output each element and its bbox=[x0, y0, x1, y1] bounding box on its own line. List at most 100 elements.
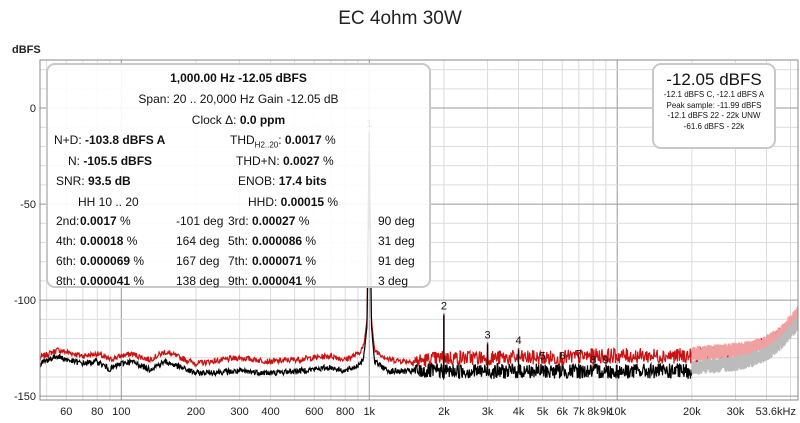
harmonic-value: 0.000086 % bbox=[252, 234, 316, 248]
harmonic-marker-label: 5 bbox=[540, 351, 546, 363]
x-tick-label: 5k bbox=[537, 406, 549, 418]
harmonic-label: 9th: bbox=[228, 274, 249, 288]
harmonic-value-text: 0.000086 bbox=[252, 234, 303, 248]
x-tick-label: 8k bbox=[587, 406, 599, 418]
x-tick-label: 800 bbox=[336, 406, 354, 418]
noise-readout: N: -105.5 dBFS bbox=[68, 154, 153, 168]
enob-readout: ENOB: 17.4 bits bbox=[238, 174, 327, 188]
harmonic-label: 8th: bbox=[56, 274, 77, 288]
hh-range-label: HH 10 .. 20 bbox=[78, 195, 139, 209]
nd-readout: N+D: -103.8 dBFS A bbox=[54, 133, 166, 147]
harmonic-unit: % bbox=[302, 234, 317, 248]
harmonic-value: 0.0017 % bbox=[80, 214, 131, 228]
harmonic-phase: 91 deg bbox=[378, 254, 415, 268]
harmonic-value: 0.000069 % bbox=[80, 254, 144, 268]
series-line bbox=[691, 306, 799, 362]
harmonic-marker-label: 8 bbox=[590, 354, 596, 366]
x-tick-label: 2k bbox=[438, 406, 450, 418]
harmonic-value-text: 0.000041 bbox=[80, 274, 131, 288]
thd-readout: THDH2..20: 0.0017 % bbox=[230, 133, 336, 150]
series-line bbox=[39, 136, 799, 370]
harmonic-value-text: 0.0017 bbox=[80, 214, 117, 228]
harmonic-value-text: 0.000071 bbox=[252, 254, 303, 268]
x-tick-label: 300 bbox=[230, 406, 248, 418]
y-tick-label: 0 bbox=[30, 103, 36, 115]
y-tick-label: -50 bbox=[20, 199, 36, 211]
thdn-readout: THD+N: 0.0027 % bbox=[236, 154, 334, 168]
peak-detail-4: -61.6 dBFS - 22k bbox=[683, 121, 745, 131]
harmonic-phase: 164 deg bbox=[176, 234, 220, 248]
harmonic-marker-label: 2 bbox=[441, 301, 447, 313]
harmonic-marker-label: 4 bbox=[515, 335, 521, 347]
harmonic-phase: 138 deg bbox=[176, 274, 220, 288]
harmonic-value-text: 0.000041 bbox=[252, 274, 303, 288]
x-tick-label: 200 bbox=[187, 406, 205, 418]
harmonic-marker-label: 3 bbox=[484, 329, 490, 341]
harmonic-unit: % bbox=[130, 274, 145, 288]
harmonic-unit: % bbox=[295, 214, 310, 228]
peak-detail-3: -12.1 dBFS 22 - 22k UNW bbox=[667, 111, 761, 120]
harmonic-label: 6th: bbox=[56, 254, 77, 268]
series-line bbox=[691, 316, 799, 376]
harmonic-phase: -101 deg bbox=[176, 214, 224, 228]
x-tick-labels: 60 80 100 200 300 400 600 800 1k 2k 3k 4k 5k 6k 7k 8k 9k… bbox=[60, 406, 796, 418]
y-tick-labels: 0 -50 -100 -150 bbox=[14, 103, 36, 403]
harmonic-value: 0.00018 % bbox=[80, 234, 137, 248]
harmonic-value: 0.000041 % bbox=[252, 274, 316, 288]
harmonic-unit: % bbox=[123, 234, 138, 248]
harmonic-unit: % bbox=[130, 254, 145, 268]
peak-level-value: -12.05 dBFS bbox=[666, 70, 762, 89]
info-clock-line: Clock Δ: 0.0 ppm bbox=[191, 113, 286, 127]
x-tick-label: 7k bbox=[573, 406, 585, 418]
harmonic-label: 4th: bbox=[56, 234, 77, 248]
x-tick-label: 60 bbox=[60, 406, 72, 418]
x-tick-label: 1k bbox=[363, 406, 375, 418]
x-tick-label: 400 bbox=[261, 406, 279, 418]
harmonic-value-text: 0.00027 bbox=[252, 214, 296, 228]
x-tick-label: 4k bbox=[513, 406, 525, 418]
x-tick-label: 80 bbox=[91, 406, 103, 418]
harmonic-value: 0.000041 % bbox=[80, 274, 144, 288]
harmonic-marker-label: 6 bbox=[559, 351, 565, 363]
x-tick-label: 53.6kHz bbox=[756, 406, 796, 418]
peak-detail-2: Peak sample: -11.99 dBFS bbox=[666, 100, 762, 110]
harmonic-phase: 31 deg bbox=[378, 234, 415, 248]
info-span-line: Span: 20 .. 20,000 Hz Gain -12.05 dB bbox=[138, 92, 339, 106]
harmonic-value: 0.00027 % bbox=[252, 214, 309, 228]
y-tick-label: -150 bbox=[14, 391, 36, 403]
x-tick-label: 20k bbox=[683, 406, 701, 418]
harmonic-phase: 167 deg bbox=[176, 254, 220, 268]
harmonic-unit: % bbox=[302, 254, 317, 268]
x-tick-label: 6k bbox=[556, 406, 568, 418]
x-tick-label: 3k bbox=[482, 406, 494, 418]
x-tick-label: 600 bbox=[305, 406, 323, 418]
hhd-readout: HHD: 0.00015 % bbox=[248, 195, 339, 209]
harmonic-label: 2nd: bbox=[56, 214, 80, 228]
plot-frame bbox=[39, 59, 799, 401]
harmonic-value: 0.000071 % bbox=[252, 254, 316, 268]
harmonic-value-text: 0.00018 bbox=[80, 234, 124, 248]
harmonic-label: 5th: bbox=[228, 234, 249, 248]
snr-readout: SNR: 93.5 dB bbox=[56, 174, 131, 188]
harmonic-marker-label: 7 bbox=[576, 349, 582, 361]
peak-detail-1: -12.1 dBFS C, -12.1 dBFS A bbox=[663, 90, 765, 99]
chart-title: EC 4ohm 30W bbox=[338, 8, 462, 29]
info-frequency-line: 1,000.00 Hz -12.05 dBFS bbox=[170, 71, 307, 85]
harmonic-label: 7th: bbox=[228, 254, 249, 268]
peak-level-panel: -12.05 dBFS -12.1 dBFS C, -12.1 dBFS A P… bbox=[652, 63, 776, 149]
harmonic-unit: % bbox=[116, 214, 131, 228]
harmonic-phase: 90 deg bbox=[378, 214, 415, 228]
x-tick-label: 10k bbox=[608, 406, 626, 418]
harmonic-unit: % bbox=[302, 274, 317, 288]
series-line bbox=[39, 141, 693, 381]
info-panel: 1,000.00 Hz -12.05 dBFS Span: 20 .. 20,0… bbox=[46, 63, 431, 288]
x-tick-label: 30k bbox=[727, 406, 745, 418]
harmonic-phase: 3 deg bbox=[378, 274, 409, 288]
x-tick-label: 9k bbox=[600, 406, 612, 418]
harmonic-label: 3rd: bbox=[228, 214, 249, 228]
harmonic-marker-label: 9 bbox=[603, 354, 609, 366]
harmonic-value-text: 0.000069 bbox=[80, 254, 131, 268]
x-tick-label: 100 bbox=[112, 406, 130, 418]
y-axis-label: dBFS bbox=[12, 44, 41, 56]
y-tick-label: -100 bbox=[14, 295, 36, 307]
